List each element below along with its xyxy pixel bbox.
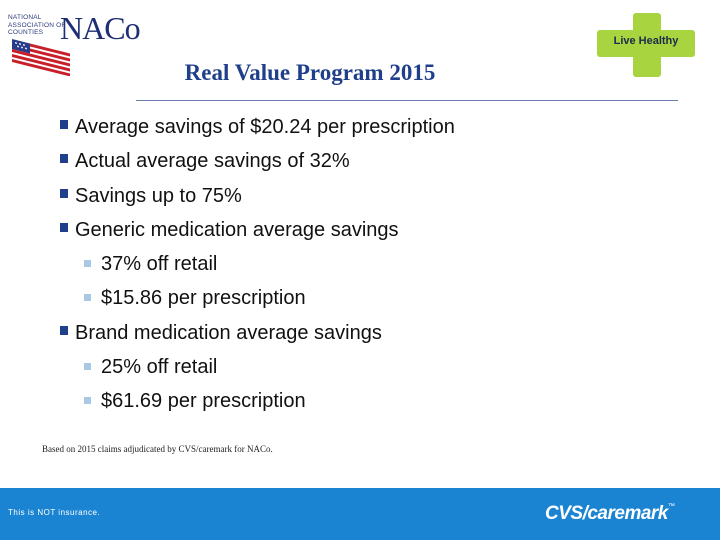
bullet-item: Generic medication average savings: [60, 213, 700, 247]
bullet-marker-icon: [60, 120, 68, 129]
naco-logo: National Association of Counties NACo: [8, 10, 141, 76]
bullet-list: Average savings of $20.24 per prescripti…: [60, 110, 700, 419]
sub-bullet-marker-icon: [84, 260, 91, 268]
sub-bullet-item: 37% off retail: [60, 247, 700, 281]
sub-bullet-marker-icon: [84, 294, 91, 302]
footnote: Based on 2015 claims adjudicated by CVS/…: [42, 444, 273, 454]
slide-title: Real Value Program 2015: [184, 60, 436, 85]
bullet-marker-icon: [60, 154, 68, 164]
bullet-marker-icon: [60, 188, 68, 198]
live-healthy-cross-icon: [597, 13, 695, 77]
title-divider: [136, 100, 678, 101]
sub-bullet-marker-icon: [84, 397, 91, 405]
cvs-caremark-logo: CVS/caremark™: [545, 503, 675, 527]
footer-bar: This is NOT insurance. CVS/caremark™: [0, 488, 720, 540]
sub-bullet-marker-icon: [84, 363, 91, 371]
bullet-text: $15.86 per prescription: [101, 287, 306, 310]
sub-bullet-item: $61.69 per prescription: [60, 384, 700, 418]
trademark-symbol: ™: [667, 503, 675, 510]
bullet-text: $61.69 per prescription: [101, 390, 306, 413]
sub-bullet-item: 25% off retail: [60, 350, 700, 384]
naco-logo-small-text: National Association of Counties: [8, 14, 66, 36]
bullet-item: Actual average savings of 32%: [60, 144, 700, 178]
bullet-text: 37% off retail: [101, 253, 218, 276]
live-healthy-label: Live Healthy: [613, 35, 679, 47]
naco-flag-icon: [12, 38, 70, 76]
bullet-text: Generic medication average savings: [75, 218, 399, 241]
bullet-item: Brand medication average savings: [60, 316, 700, 350]
bullet-item: Savings up to 75%: [60, 179, 700, 213]
caremark-logo-text: /caremark: [582, 503, 669, 524]
sub-bullet-item: $15.86 per prescription: [60, 281, 700, 315]
cvs-logo-text: CVS: [545, 503, 583, 524]
bullet-text: Savings up to 75%: [75, 184, 242, 207]
disclaimer-text: This is NOT insurance.: [8, 508, 101, 517]
live-healthy-logo: Live Healthy: [597, 13, 695, 77]
bullet-item: Average savings of $20.24 per prescripti…: [60, 110, 700, 144]
bullet-marker-icon: [60, 325, 68, 335]
bullet-marker-icon: [60, 222, 68, 232]
bullet-text: Brand medication average savings: [75, 321, 382, 344]
bullet-text: Average savings of $20.24 per prescripti…: [75, 116, 455, 138]
bullet-text: Actual average savings of 32%: [75, 150, 350, 173]
naco-logo-text: NACo: [60, 10, 141, 46]
bullet-text: 25% off retail: [101, 356, 218, 379]
